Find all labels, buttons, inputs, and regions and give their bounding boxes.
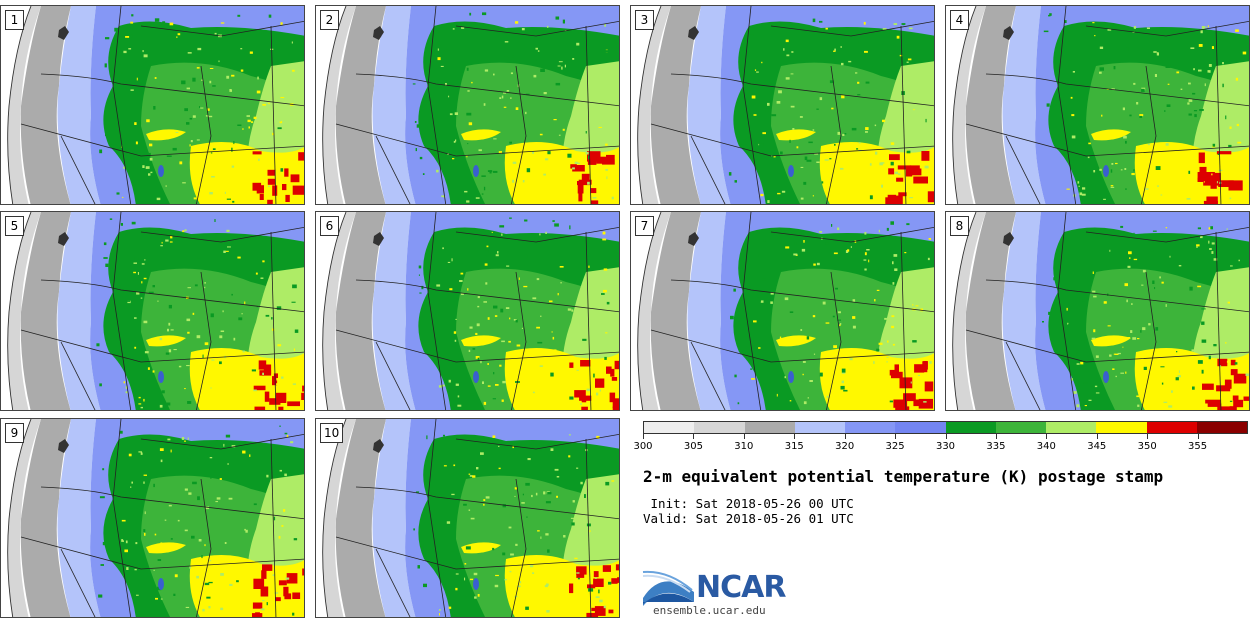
map-panel-10: 10 [315, 418, 620, 618]
ensemble-member-label: 7 [635, 216, 654, 236]
ncar-logo-icon [642, 570, 694, 606]
map-image [316, 6, 619, 204]
colorbar-tick [693, 434, 695, 439]
colorbar-segment [794, 422, 845, 433]
colorbar-tick-label: 320 [835, 441, 855, 452]
colorbar-segment [744, 422, 795, 433]
map-image [1, 6, 304, 204]
map-image [631, 212, 934, 410]
ensemble-member-label: 2 [320, 10, 339, 30]
colorbar-segment [895, 422, 946, 433]
colorbar-segment [845, 422, 896, 433]
colorbar [643, 421, 1248, 434]
colorbar-tick [945, 434, 947, 439]
colorbar-tick-label: 335 [986, 441, 1006, 452]
colorbar-tick-label: 340 [1036, 441, 1056, 452]
map-panel-3: 3 [630, 5, 935, 205]
map-image [1, 419, 304, 617]
map-panel-8: 8 [945, 211, 1250, 411]
map-image [631, 6, 934, 204]
colorbar-segment [1146, 422, 1197, 433]
map-panel-7: 7 [630, 211, 935, 411]
colorbar-tick [794, 434, 796, 439]
colorbar-tick-label: 310 [734, 441, 754, 452]
colorbar-tick-label: 330 [935, 441, 956, 452]
map-image [316, 419, 619, 617]
ensemble-member-label: 1 [5, 10, 24, 30]
colorbar-tick-label: 350 [1137, 441, 1157, 452]
colorbar-tick [1046, 434, 1048, 439]
colorbar-segment [694, 422, 745, 433]
valid-time: Valid: Sat 2018-05-26 01 UTC [643, 511, 854, 526]
colorbar-ticks: 300 305 310 315 320 325 330 335 340 345 350 355 [633, 434, 1248, 456]
colorbar-tick-label: 300 [633, 441, 653, 452]
ensemble-member-label: 8 [950, 216, 969, 236]
map-image [946, 6, 1249, 204]
colorbar-tick [743, 434, 745, 439]
ensemble-member-label: 5 [5, 216, 24, 236]
map-image [946, 212, 1249, 410]
colorbar-tick-label: 325 [885, 441, 905, 452]
colorbar-tick-label: 345 [1087, 441, 1107, 452]
map-image [316, 212, 619, 410]
colorbar-tick-label: 305 [683, 441, 703, 452]
init-time: Init: Sat 2018-05-26 00 UTC [643, 496, 854, 511]
colorbar-segment [1046, 422, 1097, 433]
colorbar-segment [1196, 422, 1247, 433]
colorbar-tick-label: 355 [1188, 441, 1208, 452]
colorbar-tick-label: 315 [784, 441, 804, 452]
logo-url: ensemble.ucar.edu [653, 604, 766, 617]
ensemble-member-label: 3 [635, 10, 654, 30]
map-panel-5: 5 [0, 211, 305, 411]
colorbar-tick [895, 434, 897, 439]
map-panel-1: 1 [0, 5, 305, 205]
colorbar-tick [1197, 434, 1199, 439]
map-panel-9: 9 [0, 418, 305, 618]
ensemble-member-label: 4 [950, 10, 969, 30]
colorbar-segment [1096, 422, 1147, 433]
map-image [1, 212, 304, 410]
figure-title: 2-m equivalent potential temperature (K)… [643, 467, 1164, 486]
colorbar-tick [995, 434, 997, 439]
colorbar-tick [1147, 434, 1149, 439]
colorbar-segment [644, 422, 695, 433]
map-panel-4: 4 [945, 5, 1250, 205]
colorbar-segment [945, 422, 996, 433]
ensemble-member-label: 9 [5, 423, 24, 443]
map-panel-2: 2 [315, 5, 620, 205]
map-panel-6: 6 [315, 211, 620, 411]
ensemble-member-label: 6 [320, 216, 339, 236]
ensemble-member-label: 10 [320, 423, 344, 443]
logo-text: NCAR [696, 570, 786, 605]
colorbar-tick [844, 434, 846, 439]
colorbar-segment [995, 422, 1046, 433]
colorbar-tick [643, 434, 644, 439]
colorbar-tick [1096, 434, 1098, 439]
